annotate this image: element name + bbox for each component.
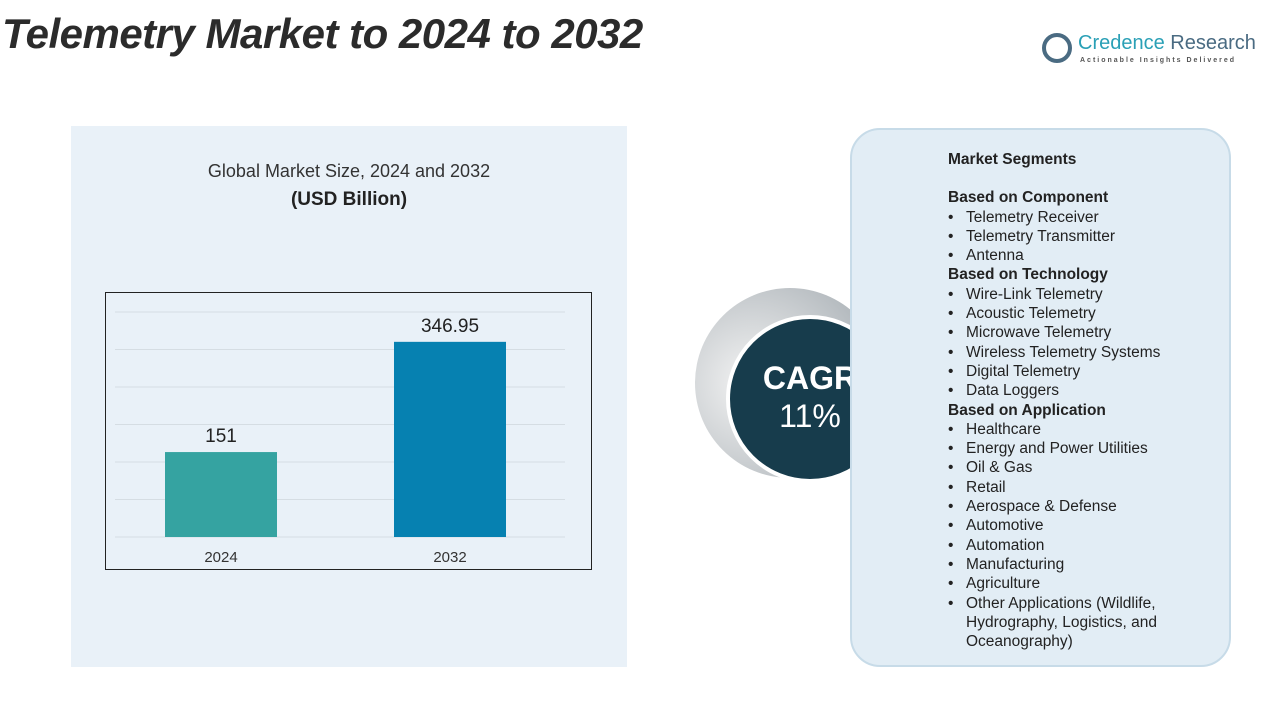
cagr-label: CAGR — [762, 360, 858, 396]
segment-item: Energy and Power Utilities — [948, 439, 1229, 459]
logo-name-1: Credence — [1078, 32, 1165, 54]
segment-item: Microwave Telemetry — [948, 323, 1229, 343]
segment-item: Wireless Telemetry Systems — [948, 343, 1229, 363]
x-tick-label: 2032 — [433, 549, 466, 566]
data-label: 151 — [205, 426, 237, 447]
segment-item: Retail — [948, 478, 1229, 498]
chart-frame — [105, 292, 592, 570]
logo-name-2: Research — [1164, 32, 1256, 54]
x-tick-label: 2024 — [204, 549, 237, 566]
segment-item: Data Loggers — [948, 381, 1229, 401]
segment-item: Acoustic Telemetry — [948, 304, 1229, 324]
segments-heading: Market Segments — [948, 151, 1077, 168]
page-title: Telemetry Market to 2024 to 2032 — [2, 10, 643, 57]
market-segments-panel: Market Segments Based on ComponentTeleme… — [850, 128, 1231, 667]
bar-chart: 151 2024 346.95 2032 — [105, 292, 592, 570]
bar-2024 — [165, 452, 277, 537]
segment-item: Aerospace & Defense — [948, 497, 1229, 517]
segment-group-title: Based on Technology — [948, 266, 1108, 284]
segment-group-title: Based on Component — [948, 189, 1109, 207]
segment-item: Antenna — [948, 246, 1229, 266]
logo-icon — [1042, 33, 1072, 63]
bar-2032 — [394, 341, 506, 537]
logo-tagline: Actionable Insights Delivered — [1080, 57, 1237, 64]
credence-research-logo: Credence Research Actionable Insights De… — [1040, 30, 1256, 70]
segment-group-title: Based on Application — [948, 401, 1106, 419]
segment-item: Other Applications (Wildlife, Hydrograph… — [948, 594, 1229, 652]
data-label: 346.95 — [421, 316, 479, 337]
chart-panel: Global Market Size, 2024 and 2032 (USD B… — [71, 126, 627, 667]
segment-item: Digital Telemetry — [948, 362, 1229, 382]
segment-item: Manufacturing — [948, 555, 1229, 575]
segment-item: Automation — [948, 536, 1229, 556]
segment-item: Telemetry Receiver — [948, 208, 1229, 228]
segment-item: Oil & Gas — [948, 458, 1229, 478]
chart-title: Global Market Size, 2024 and 2032 — [207, 161, 491, 181]
segment-item: Wire-Link Telemetry — [948, 285, 1229, 305]
cagr-value: 11% — [779, 398, 841, 434]
segment-item: Telemetry Transmitter — [948, 227, 1229, 247]
segment-item: Automotive — [948, 516, 1229, 536]
segment-item: Agriculture — [948, 574, 1229, 594]
chart-unit: (USD Billion) — [290, 189, 408, 210]
segments-list: Market Segments Based on ComponentTeleme… — [948, 150, 1229, 651]
segment-item: Healthcare — [948, 420, 1229, 440]
